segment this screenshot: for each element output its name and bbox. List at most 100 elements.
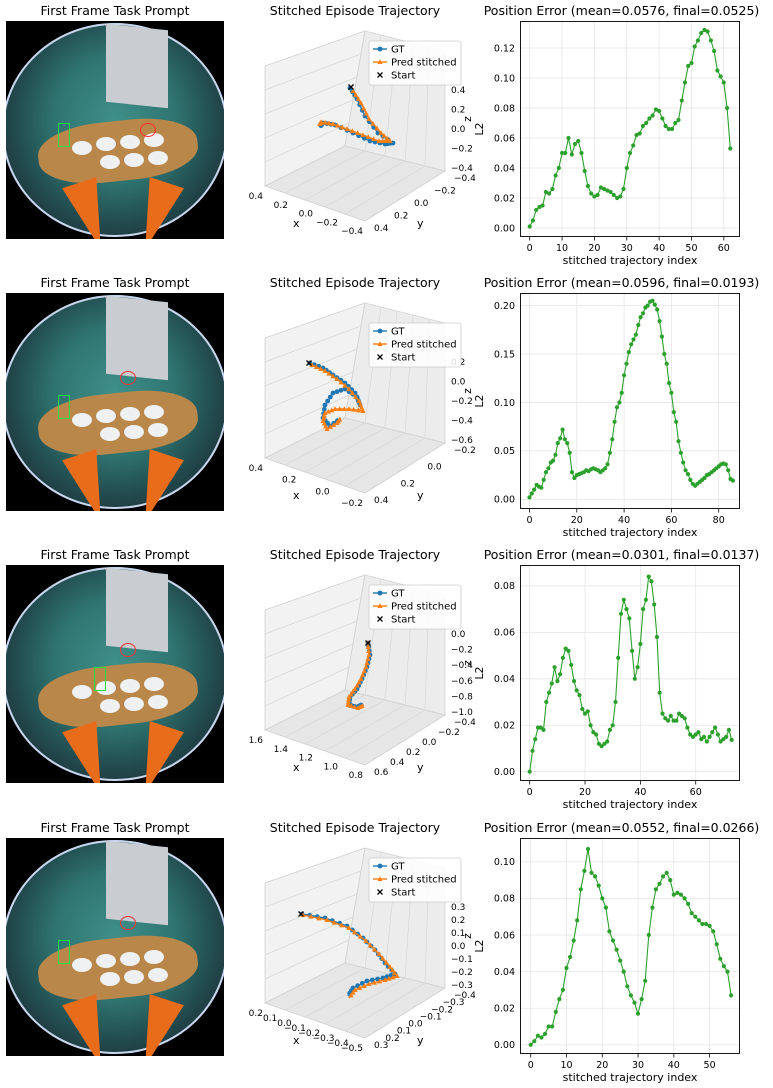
error-point bbox=[585, 846, 591, 852]
pred-marker bbox=[363, 664, 369, 669]
error-point bbox=[679, 98, 684, 103]
y-axis-label: L2 bbox=[473, 666, 486, 679]
pred-marker bbox=[355, 407, 361, 413]
error-point bbox=[550, 186, 555, 192]
error-point bbox=[541, 477, 546, 482]
pred-marker bbox=[352, 686, 358, 691]
error-point bbox=[675, 890, 680, 895]
error-point bbox=[618, 958, 623, 963]
error-point bbox=[638, 315, 643, 320]
error-point bbox=[637, 131, 642, 136]
z-tick-label: −0.6 bbox=[451, 436, 473, 446]
target-ring-marker bbox=[120, 371, 136, 385]
x-tick-label: 60 bbox=[665, 515, 677, 526]
error-point bbox=[650, 905, 655, 910]
error-point bbox=[689, 60, 694, 66]
error-point bbox=[627, 616, 632, 621]
error-y-axis: 0.00 0.05 0.10 0.15 0.20 L2 bbox=[473, 301, 515, 506]
legend-marker bbox=[377, 46, 383, 52]
y-tick-label: 0.02 bbox=[494, 1004, 515, 1015]
pred-marker bbox=[363, 110, 369, 116]
pane-floor bbox=[263, 962, 447, 1039]
pred-marker bbox=[358, 100, 364, 105]
error-point bbox=[724, 734, 729, 739]
x-tick-label: 0.0 bbox=[299, 210, 314, 220]
pred-marker bbox=[326, 120, 332, 126]
y-tick-label: −0.1 bbox=[420, 1012, 442, 1022]
pred-marker bbox=[360, 408, 366, 413]
error-line-chart: 0 20 40 60 80 stitched trajectory index bbox=[520, 293, 740, 539]
pred-marker bbox=[309, 362, 315, 367]
error-point bbox=[653, 107, 658, 112]
z-tick-label: −1.0 bbox=[451, 708, 473, 718]
pred-marker bbox=[345, 699, 351, 705]
error-point bbox=[560, 427, 565, 432]
pred-marker bbox=[349, 128, 355, 133]
error-point bbox=[566, 648, 571, 653]
plate bbox=[144, 950, 164, 964]
plate bbox=[96, 409, 116, 423]
y-axis-label: y bbox=[417, 489, 424, 502]
y-tick-label: 0.04 bbox=[494, 163, 515, 174]
error-point bbox=[607, 929, 612, 934]
y-tick-label: −0.3 bbox=[443, 998, 465, 1008]
z-axis-label: z bbox=[461, 660, 474, 666]
error-point bbox=[663, 123, 668, 129]
error-point bbox=[529, 491, 534, 496]
pred-marker bbox=[365, 134, 371, 139]
legend-marker bbox=[377, 876, 383, 881]
camera-frame-image bbox=[6, 21, 224, 239]
pred-marker bbox=[357, 933, 363, 939]
x-tick-label: 20 bbox=[588, 243, 600, 254]
error-series-line bbox=[529, 29, 731, 227]
plate bbox=[96, 681, 116, 695]
x-tick-label: 50 bbox=[704, 1060, 716, 1071]
error-point bbox=[575, 918, 580, 923]
error-point bbox=[539, 1035, 544, 1040]
error-point bbox=[560, 987, 565, 992]
grid-line bbox=[304, 699, 386, 745]
error-point bbox=[610, 437, 615, 442]
error-point bbox=[664, 361, 669, 366]
z-tick-label: −0.4 bbox=[451, 661, 473, 671]
pred-marker bbox=[352, 704, 358, 709]
error-point bbox=[560, 150, 565, 156]
pred-marker bbox=[386, 975, 392, 981]
y-tick-label: 0.05 bbox=[494, 446, 515, 457]
x-tick-label: 10 bbox=[556, 243, 568, 254]
pred-marker bbox=[308, 913, 314, 919]
legend-marker bbox=[377, 889, 383, 895]
pred-marker bbox=[387, 138, 393, 143]
fisheye-lens bbox=[6, 295, 224, 511]
error-point bbox=[723, 462, 728, 467]
grid-line bbox=[264, 643, 354, 683]
error-point bbox=[678, 892, 684, 897]
error-point bbox=[624, 361, 629, 366]
error-point bbox=[668, 878, 673, 883]
x-tick-label: 30 bbox=[632, 1060, 644, 1071]
error-point bbox=[585, 183, 590, 189]
gt-marker bbox=[321, 406, 327, 412]
camera-frame-image bbox=[6, 838, 224, 1056]
legend-marker bbox=[377, 863, 383, 869]
plate bbox=[148, 968, 168, 982]
error-point bbox=[582, 168, 587, 174]
gt-marker bbox=[325, 398, 331, 404]
error-point bbox=[588, 723, 593, 728]
error-point bbox=[616, 655, 621, 660]
error-point bbox=[577, 693, 582, 698]
error-point bbox=[534, 207, 539, 213]
whiteboard bbox=[106, 23, 168, 109]
error-chart-title: Position Error (mean=0.0301, final=0.013… bbox=[483, 547, 760, 562]
x-tick-label: 20 bbox=[596, 1060, 608, 1071]
grid-line bbox=[264, 666, 350, 707]
error-point bbox=[553, 1009, 558, 1014]
pred-marker bbox=[346, 386, 352, 391]
pred-marker bbox=[383, 138, 389, 143]
error-point bbox=[721, 80, 726, 85]
legend-label: GT bbox=[391, 589, 405, 600]
pred-marker bbox=[361, 105, 367, 111]
error-point bbox=[682, 80, 688, 85]
grid-line bbox=[284, 150, 366, 194]
